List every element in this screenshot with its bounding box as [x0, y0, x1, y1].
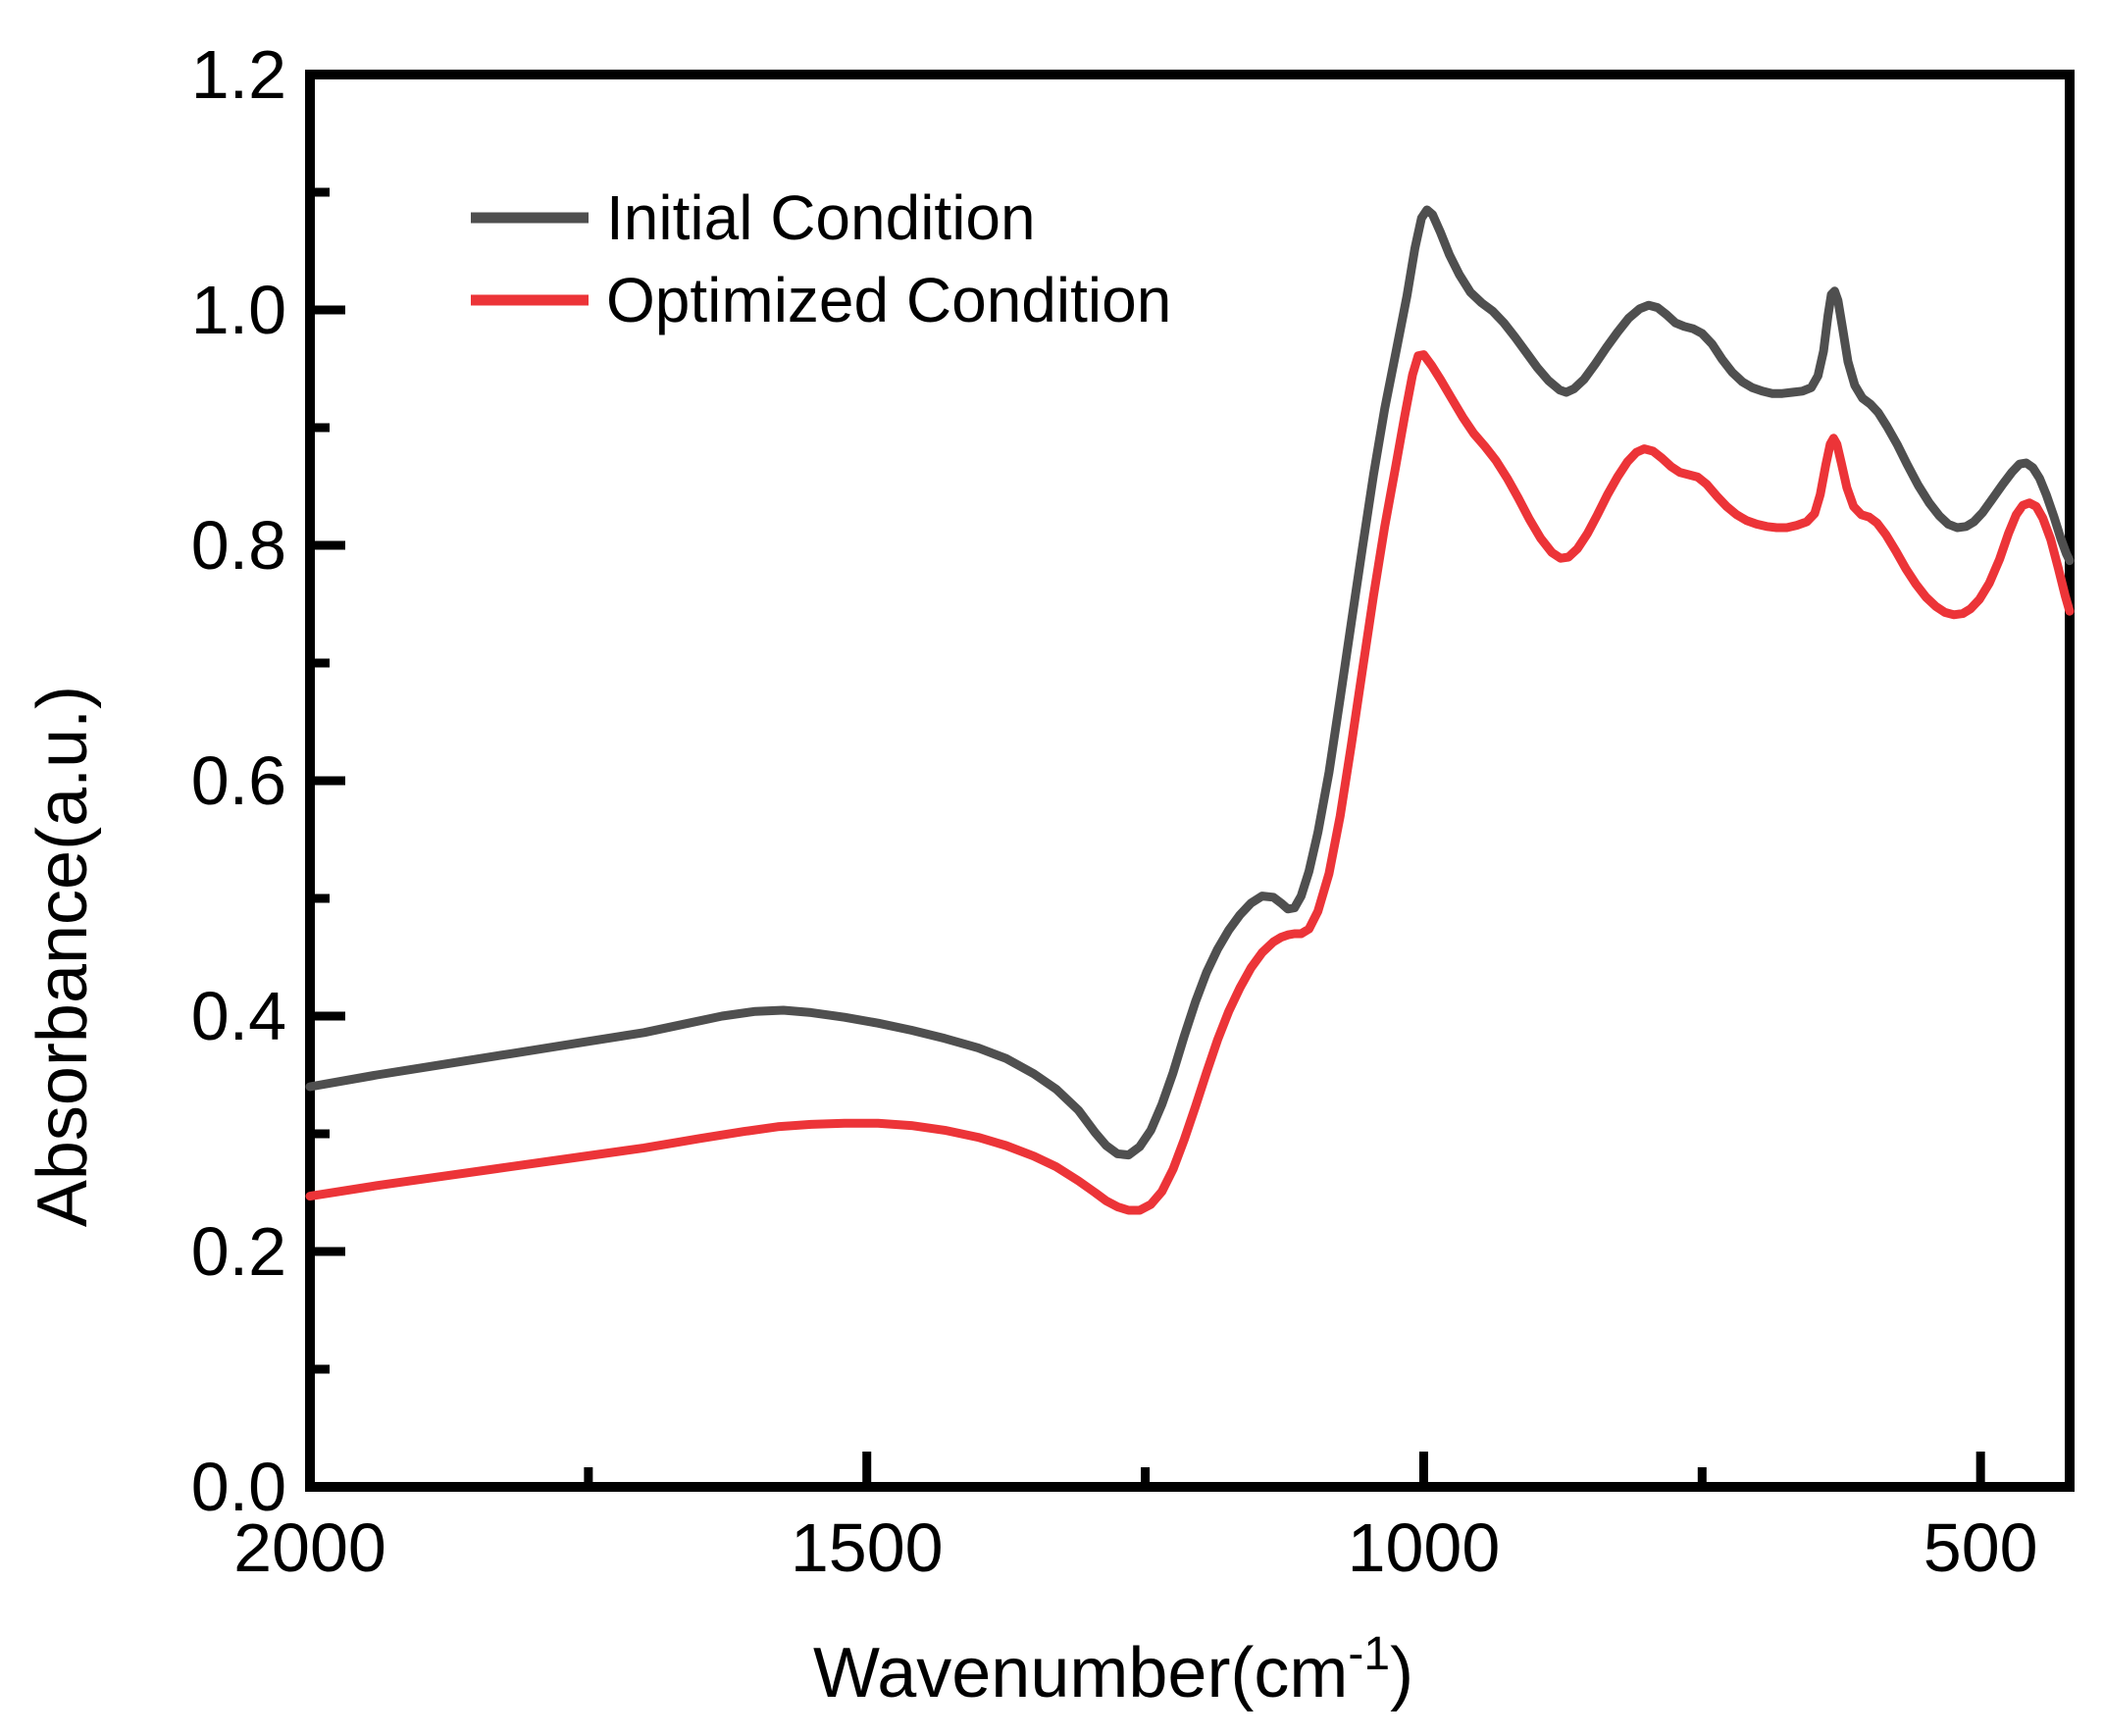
series-initial-condition-line: [305, 205, 2075, 1160]
legend-label-initial: Initial Condition: [606, 182, 1036, 253]
x-axis-title-part: ): [1390, 1634, 1413, 1712]
x-tick-labels: 2000 1500 1000 500: [233, 1509, 2037, 1586]
series-optimized-condition-line: [305, 350, 2075, 1215]
y-tick-label: 0.4: [191, 978, 286, 1054]
legend-label-optimized: Optimized Condition: [606, 265, 1171, 335]
x-axis-title-part: Wavenumber(cm: [813, 1634, 1348, 1712]
axis-ticks: [305, 70, 1985, 1492]
y-tick-label: 0.8: [191, 507, 286, 584]
y-tick-label: 0.0: [191, 1449, 286, 1525]
y-tick-label: 0.6: [191, 742, 286, 819]
x-tick-label: 500: [1923, 1509, 2038, 1586]
x-tick-label: 2000: [233, 1509, 386, 1586]
y-tick-label: 1.2: [191, 36, 286, 113]
legend: Initial Condition Optimized Condition: [471, 182, 1171, 335]
x-tick-label: 1500: [791, 1509, 944, 1586]
plot-area-frame: [305, 70, 2075, 1492]
y-tick-label: 0.2: [191, 1213, 286, 1290]
y-tick-labels: 0.0 0.2 0.4 0.6 0.8 1.0 1.2: [191, 36, 286, 1525]
x-axis-title: Wavenumber(cm-1): [813, 1628, 1413, 1712]
x-tick-label: 1000: [1348, 1509, 1501, 1586]
y-tick-label: 1.0: [191, 272, 286, 348]
y-axis-title: Absorbance(a.u.): [24, 686, 102, 1227]
x-axis-title-part: -1: [1348, 1628, 1390, 1680]
